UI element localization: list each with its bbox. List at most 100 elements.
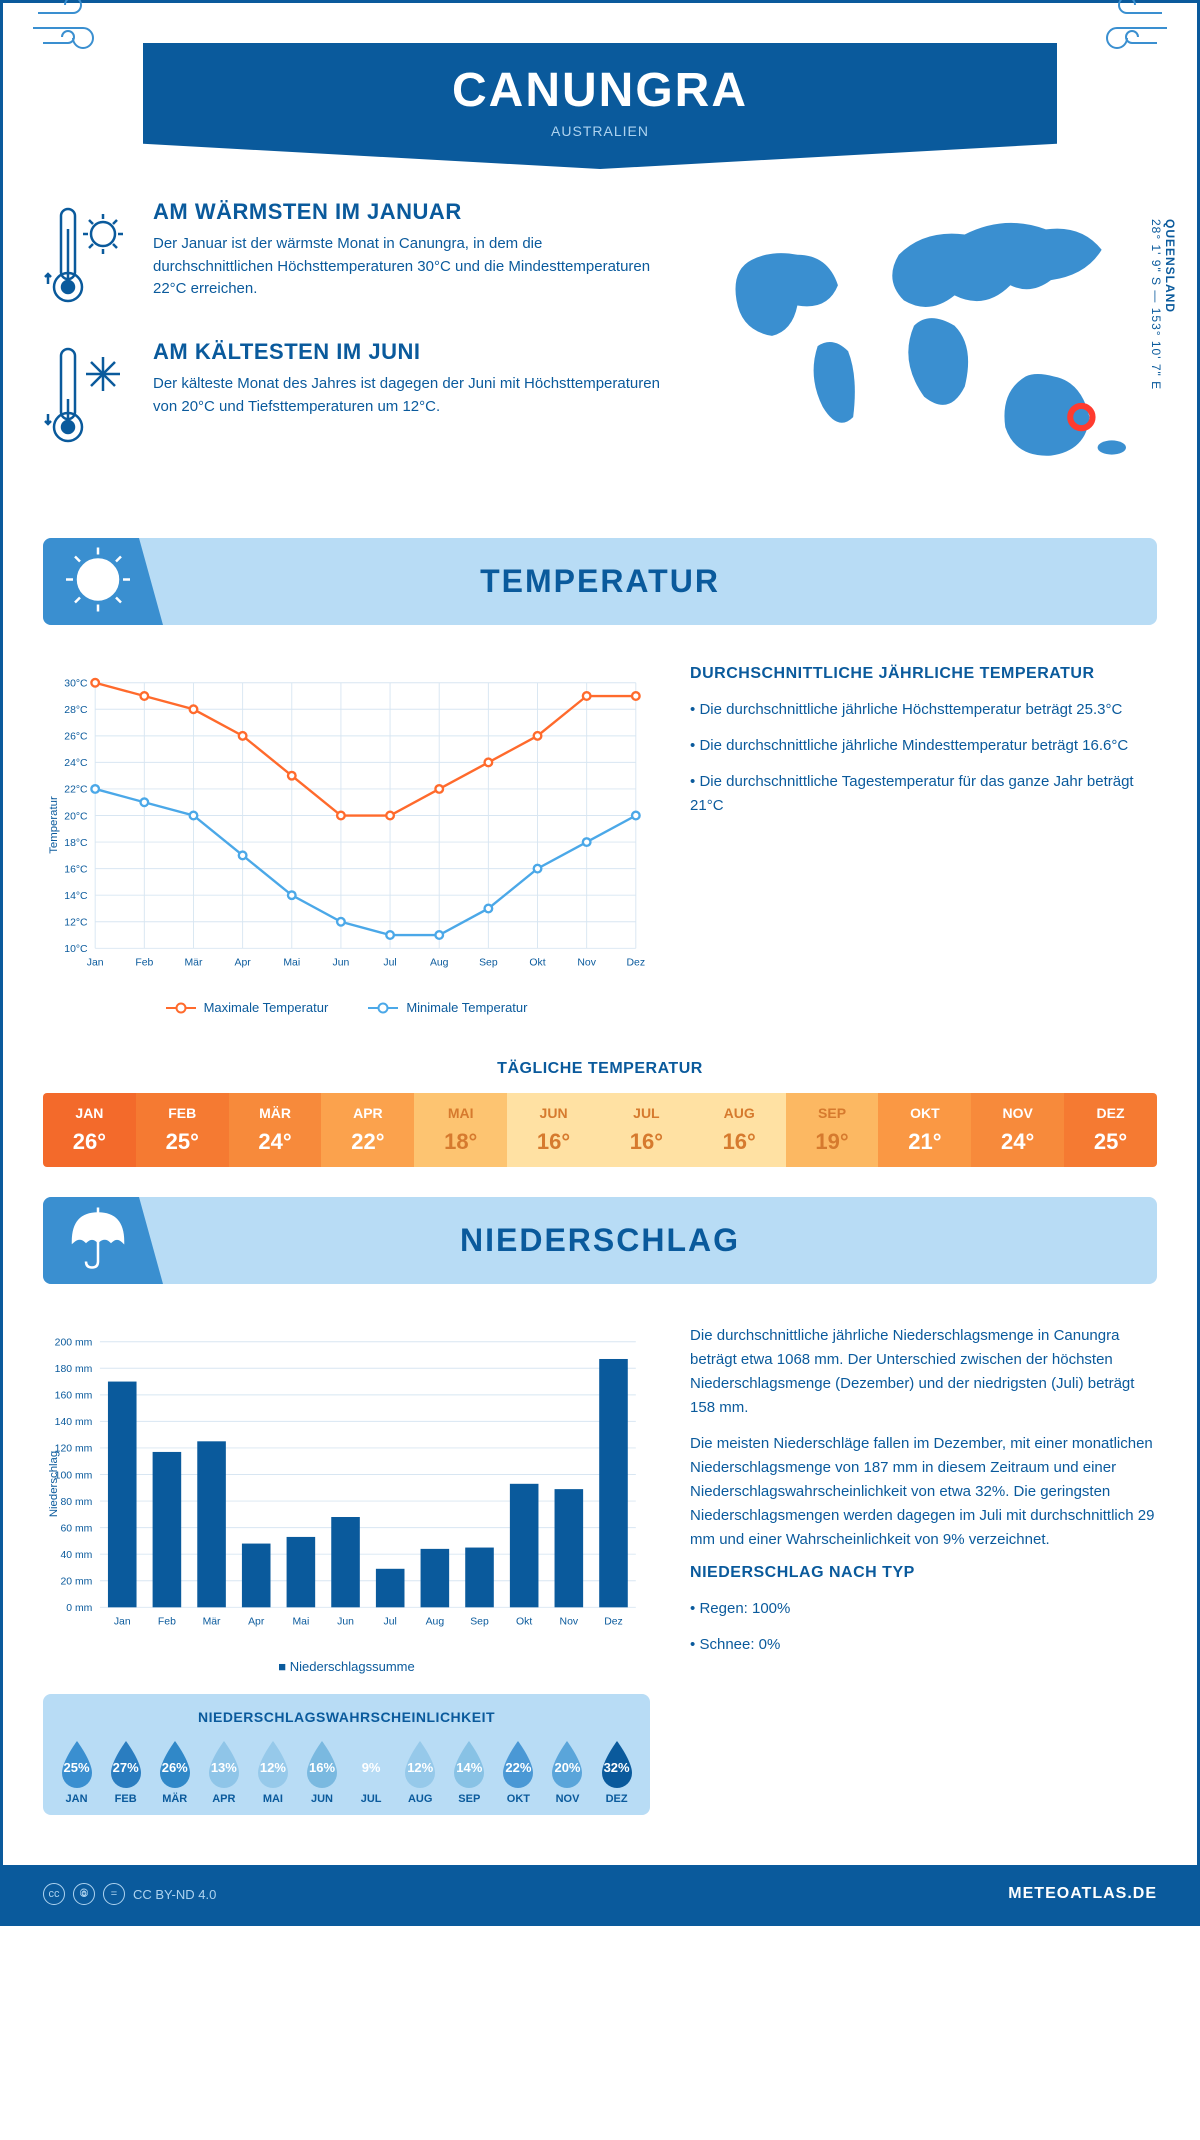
temp-cell: MAI18° (414, 1093, 507, 1167)
svg-text:140 mm: 140 mm (55, 1417, 93, 1428)
temperature-chart-row: 10°C12°C14°C16°C18°C20°C22°C24°C26°C28°C… (3, 645, 1197, 1035)
svg-text:Jun: Jun (333, 957, 350, 968)
svg-text:Dez: Dez (627, 957, 646, 968)
svg-text:12°C: 12°C (64, 918, 88, 929)
license-text: CC BY-ND 4.0 (133, 1887, 216, 1902)
raindrop-icon: 12% (399, 1737, 441, 1789)
svg-text:0 mm: 0 mm (66, 1603, 92, 1614)
prob-title: NIEDERSCHLAGSWAHRSCHEINLICHKEIT (53, 1709, 640, 1725)
temp-cell: FEB25° (136, 1093, 229, 1167)
precipitation-bar-chart: 0 mm 20 mm 40 mm 60 mm 80 mm 100 mm 120 mm 140 … (43, 1324, 650, 1815)
cc-icon: cc (43, 1883, 65, 1905)
svg-text:60 mm: 60 mm (60, 1523, 92, 1534)
svg-text:20°C: 20°C (64, 811, 88, 822)
svg-text:Mär: Mär (203, 1616, 221, 1627)
section-title-precipitation: NIEDERSCHLAG (43, 1222, 1157, 1259)
svg-text:Feb: Feb (135, 957, 153, 968)
temp-cell: MÄR24° (229, 1093, 322, 1167)
temp-cell: NOV24° (971, 1093, 1064, 1167)
daily-temp-title: TÄGLICHE TEMPERATUR (3, 1060, 1197, 1078)
svg-text:Jul: Jul (384, 1616, 397, 1627)
svg-text:Feb: Feb (158, 1616, 176, 1627)
svg-text:Jan: Jan (87, 957, 104, 968)
wind-icon-right (1082, 0, 1172, 68)
svg-text:Mär: Mär (184, 957, 202, 968)
svg-text:Temperatur: Temperatur (48, 796, 60, 854)
world-map: QUEENSLAND 28° 1' 9" S — 153° 10' 7" E (701, 199, 1157, 488)
temp-cell: JUN16° (507, 1093, 600, 1167)
svg-text:Okt: Okt (516, 1616, 532, 1627)
svg-text:40 mm: 40 mm (60, 1550, 92, 1561)
svg-text:18°C: 18°C (64, 838, 88, 849)
prob-cell: 12% AUG (397, 1737, 444, 1805)
svg-text:22°C: 22°C (64, 785, 88, 796)
svg-text:16°C: 16°C (64, 864, 88, 875)
svg-text:Apr: Apr (235, 957, 252, 968)
region-label: QUEENSLAND (1163, 219, 1177, 382)
raindrop-icon: 20% (546, 1737, 588, 1789)
footer: cc 🞋 = CC BY-ND 4.0 METEOATLAS.DE (3, 1865, 1197, 1923)
svg-text:10°C: 10°C (64, 944, 88, 955)
svg-text:Sep: Sep (470, 1616, 489, 1627)
svg-text:Jun: Jun (337, 1616, 354, 1627)
raindrop-icon: 13% (203, 1737, 245, 1789)
sun-icon (63, 544, 133, 619)
prob-cell: 25% JAN (53, 1737, 100, 1805)
temp-cell: DEZ25° (1064, 1093, 1157, 1167)
svg-text:100 mm: 100 mm (55, 1470, 93, 1481)
coordinates: QUEENSLAND 28° 1' 9" S — 153° 10' 7" E (1149, 219, 1177, 390)
warmest-title: AM WÄRMSTEN IM JANUAR (153, 199, 661, 225)
svg-text:Nov: Nov (577, 957, 596, 968)
title-banner: CANUNGRA AUSTRALIEN (143, 43, 1057, 169)
raindrop-icon: 22% (497, 1737, 539, 1789)
svg-text:Jan: Jan (114, 1616, 131, 1627)
prob-cell: 16% JUN (298, 1737, 345, 1805)
raindrop-icon: 27% (105, 1737, 147, 1789)
svg-text:Jul: Jul (383, 957, 396, 968)
precip-legend: Niederschlagssumme (43, 1659, 650, 1674)
svg-text:80 mm: 80 mm (60, 1497, 92, 1508)
svg-text:120 mm: 120 mm (55, 1444, 93, 1455)
umbrella-icon (63, 1203, 133, 1278)
svg-text:Dez: Dez (604, 1616, 623, 1627)
svg-text:Nov: Nov (560, 1616, 579, 1627)
temp-legend: Maximale Temperatur Minimale Temperatur (43, 1000, 650, 1015)
section-header-temperature: TEMPERATUR (43, 538, 1157, 625)
raindrop-icon: 32% (596, 1737, 638, 1789)
temp-cell: AUG16° (693, 1093, 786, 1167)
license-block: cc 🞋 = CC BY-ND 4.0 (43, 1883, 216, 1905)
prob-cell: 20% NOV (544, 1737, 591, 1805)
svg-text:Niederschlag: Niederschlag (48, 1451, 60, 1517)
brand-label: METEOATLAS.DE (1008, 1885, 1157, 1903)
temp-cell: SEP19° (786, 1093, 879, 1167)
svg-text:Okt: Okt (529, 957, 545, 968)
temp-cell: OKT21° (878, 1093, 971, 1167)
raindrop-icon: 12% (252, 1737, 294, 1789)
svg-text:20 mm: 20 mm (60, 1577, 92, 1588)
raindrop-icon: 26% (154, 1737, 196, 1789)
precip-type-title: NIEDERSCHLAG NACH TYP (690, 1564, 1157, 1582)
prob-cell: 27% FEB (102, 1737, 149, 1805)
svg-text:26°C: 26°C (64, 732, 88, 743)
svg-text:180 mm: 180 mm (55, 1364, 93, 1375)
temp-cell: JAN26° (43, 1093, 136, 1167)
temp-cell: APR22° (321, 1093, 414, 1167)
svg-text:Aug: Aug (426, 1616, 445, 1627)
coldest-title: AM KÄLTESTEN IM JUNI (153, 339, 661, 365)
raindrop-icon: 9% (350, 1737, 392, 1789)
wind-icon-left (28, 0, 118, 68)
svg-text:Mai: Mai (292, 1616, 309, 1627)
svg-text:24°C: 24°C (64, 758, 88, 769)
prob-cell: 26% MÄR (151, 1737, 198, 1805)
country-label: AUSTRALIEN (143, 123, 1057, 139)
precipitation-row: 0 mm 20 mm 40 mm 60 mm 80 mm 100 mm 120 mm 140 … (3, 1304, 1197, 1835)
section-title-temperature: TEMPERATUR (43, 563, 1157, 600)
warmest-text: Der Januar ist der wärmste Monat in Canu… (153, 233, 661, 301)
temperature-line-chart: 10°C12°C14°C16°C18°C20°C22°C24°C26°C28°C… (43, 665, 650, 1015)
warmest-block: AM WÄRMSTEN IM JANUAR Der Januar ist der… (43, 199, 661, 314)
raindrop-icon: 25% (56, 1737, 98, 1789)
svg-text:Mai: Mai (283, 957, 300, 968)
svg-text:200 mm: 200 mm (55, 1338, 93, 1349)
by-icon: 🞋 (73, 1883, 95, 1905)
nd-icon: = (103, 1883, 125, 1905)
